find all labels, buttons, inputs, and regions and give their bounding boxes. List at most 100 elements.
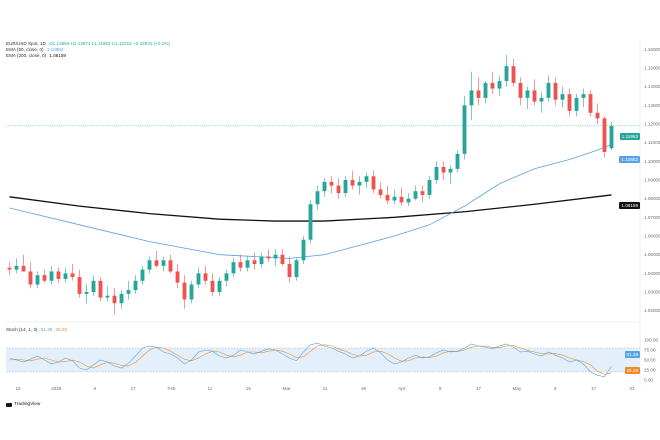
candle-body[interactable] bbox=[140, 269, 145, 281]
candle-body[interactable] bbox=[525, 90, 530, 98]
candle-body[interactable] bbox=[84, 292, 89, 294]
candle-body[interactable] bbox=[434, 166, 439, 180]
candle-body[interactable] bbox=[210, 280, 215, 292]
candle-body[interactable] bbox=[322, 181, 327, 192]
candle-body[interactable] bbox=[203, 273, 208, 281]
candle-body[interactable] bbox=[546, 82, 551, 98]
stoch-axis-tick: 0.00 bbox=[644, 378, 653, 383]
candle-body[interactable] bbox=[77, 277, 82, 294]
candle-body[interactable] bbox=[252, 260, 257, 264]
candle-body[interactable] bbox=[364, 176, 369, 182]
candle-body[interactable] bbox=[168, 260, 173, 272]
candle-body[interactable] bbox=[511, 66, 516, 83]
candle-body[interactable] bbox=[399, 196, 404, 203]
candle-body[interactable] bbox=[7, 267, 12, 270]
candle-body[interactable] bbox=[91, 280, 96, 292]
candle-body[interactable] bbox=[182, 282, 187, 300]
candle-body[interactable] bbox=[273, 254, 278, 259]
candle-body[interactable] bbox=[469, 90, 474, 106]
candle-body[interactable] bbox=[357, 181, 362, 186]
candle-body[interactable] bbox=[441, 166, 446, 173]
tradingview-logo[interactable]: TradingView bbox=[6, 402, 40, 407]
candle-body[interactable] bbox=[42, 275, 47, 281]
candle-body[interactable] bbox=[21, 265, 26, 272]
candle-body[interactable] bbox=[126, 290, 131, 294]
candle-body[interactable] bbox=[196, 273, 201, 285]
stoch-axis-tick: 100.00 bbox=[644, 338, 658, 343]
candle-body[interactable] bbox=[105, 295, 110, 298]
legend-ema200-value: 1.08159 bbox=[49, 53, 66, 58]
candle-body[interactable] bbox=[231, 262, 236, 274]
candle-body[interactable] bbox=[406, 198, 411, 203]
candle-body[interactable] bbox=[70, 273, 75, 278]
candle-body[interactable] bbox=[280, 254, 285, 264]
price-axis-tick: 1.10000 bbox=[644, 159, 660, 164]
candle-body[interactable] bbox=[294, 260, 299, 278]
candle-body[interactable] bbox=[343, 180, 348, 194]
candle-body[interactable] bbox=[217, 280, 222, 292]
candle-body[interactable] bbox=[560, 94, 565, 100]
stoch-legend[interactable]: Stoch (14, 1, 3) 51.38 25.28 bbox=[6, 327, 67, 332]
legend-symbol[interactable]: EUR/USD Spot, 1D O1.12894 H1.13871 L1.11… bbox=[6, 41, 170, 47]
candle-body[interactable] bbox=[98, 280, 103, 298]
candle-body[interactable] bbox=[35, 275, 40, 285]
candle-body[interactable] bbox=[476, 90, 481, 98]
candle-body[interactable] bbox=[420, 191, 425, 195]
candle-body[interactable] bbox=[574, 97, 579, 111]
candle-body[interactable] bbox=[567, 94, 572, 111]
candle-body[interactable] bbox=[133, 280, 138, 291]
candle-body[interactable] bbox=[539, 97, 544, 102]
candle-body[interactable] bbox=[301, 239, 306, 261]
candle-body[interactable] bbox=[602, 118, 607, 152]
candle-body[interactable] bbox=[378, 189, 383, 195]
candle-body[interactable] bbox=[112, 295, 117, 304]
candle-body[interactable] bbox=[266, 256, 271, 259]
candle-body[interactable] bbox=[518, 82, 523, 98]
candle-body[interactable] bbox=[385, 194, 390, 201]
candle-body[interactable] bbox=[595, 112, 600, 119]
candle-body[interactable] bbox=[392, 196, 397, 201]
candle-body[interactable] bbox=[147, 260, 152, 270]
legend-ema50[interactable]: EMA (50, close, 0) 1.10882 bbox=[6, 47, 63, 53]
candle-body[interactable] bbox=[455, 153, 460, 169]
candle-body[interactable] bbox=[427, 180, 432, 195]
candle-body[interactable] bbox=[588, 94, 593, 113]
candle-body[interactable] bbox=[371, 176, 376, 190]
candle-body[interactable] bbox=[28, 271, 33, 285]
candle-body[interactable] bbox=[462, 105, 467, 154]
candle-body[interactable] bbox=[497, 81, 502, 89]
candle-body[interactable] bbox=[532, 90, 537, 102]
candle-body[interactable] bbox=[259, 256, 264, 264]
price-axis-tick: 1.12000 bbox=[644, 122, 660, 127]
candle-body[interactable] bbox=[154, 260, 159, 266]
candle-body[interactable] bbox=[329, 181, 334, 186]
candle-body[interactable] bbox=[553, 82, 558, 100]
candle-body[interactable] bbox=[483, 82, 488, 98]
candle-body[interactable] bbox=[56, 271, 61, 279]
candle-body[interactable] bbox=[238, 262, 243, 268]
candle-body[interactable] bbox=[350, 180, 355, 186]
price-axis-tick: 1.16000 bbox=[644, 47, 660, 52]
candle-body[interactable] bbox=[63, 273, 68, 279]
candle-body[interactable] bbox=[175, 271, 180, 283]
candle-body[interactable] bbox=[224, 273, 229, 281]
candle-body[interactable] bbox=[287, 264, 292, 278]
candle-body[interactable] bbox=[504, 66, 509, 82]
candle-body[interactable] bbox=[308, 204, 313, 240]
candle-body[interactable] bbox=[336, 185, 341, 194]
candle-body[interactable] bbox=[413, 191, 418, 199]
candle-body[interactable] bbox=[315, 191, 320, 205]
price-axis-tick: 1.15000 bbox=[644, 66, 660, 71]
candle-body[interactable] bbox=[49, 271, 54, 281]
candle-body[interactable] bbox=[189, 284, 194, 300]
candle-body[interactable] bbox=[581, 94, 586, 98]
candle-body[interactable] bbox=[490, 82, 495, 89]
candle-body[interactable] bbox=[119, 293, 124, 304]
candle-body[interactable] bbox=[609, 125, 614, 149]
legend-ema200[interactable]: EMA (200, close, 0) 1.08159 bbox=[6, 53, 66, 59]
candle-body[interactable] bbox=[245, 260, 250, 268]
candle-body[interactable] bbox=[14, 265, 19, 270]
candle-body[interactable] bbox=[448, 168, 453, 173]
candle-body[interactable] bbox=[161, 260, 166, 266]
